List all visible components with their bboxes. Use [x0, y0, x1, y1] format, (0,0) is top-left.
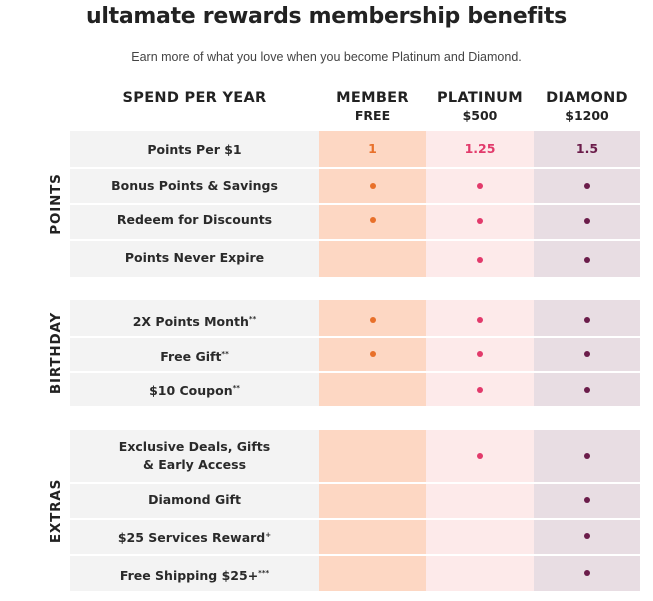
- member-column: [319, 430, 426, 591]
- benefit-label: $25 Services Reward+: [70, 526, 319, 547]
- section-extras: Exclusive Deals, Gifts & Early Access Di…: [70, 430, 640, 591]
- diamond-header-name: DIAMOND: [546, 90, 628, 106]
- benefit-label: Free Gift**: [70, 345, 319, 366]
- title-wrap: ultamate rewards membership benefits: [0, 4, 653, 29]
- row-divider: [70, 518, 640, 520]
- platinum-included-dot: [477, 351, 483, 357]
- benefit-label-text: Free Gift: [160, 349, 222, 365]
- diamond-included-dot: [584, 218, 590, 224]
- platinum-included-dot: [477, 218, 483, 224]
- row-divider: [70, 203, 640, 205]
- page-subtitle: Earn more of what you love when you beco…: [131, 50, 522, 64]
- row-divider: [70, 554, 640, 556]
- diamond-included-dot: [584, 351, 590, 357]
- benefit-label-text: $25 Services Reward: [117, 530, 266, 546]
- section-points-bg: [70, 131, 640, 277]
- platinum-header: PLATINUM $500: [426, 90, 534, 123]
- row-divider: [70, 167, 640, 169]
- benefit-label: Free Shipping $25+***: [70, 564, 319, 585]
- member-included-dot: [370, 317, 376, 323]
- platinum-included-dot: [477, 257, 483, 263]
- diamond-included-dot: [584, 257, 590, 263]
- member-header: MEMBER FREE: [319, 90, 426, 123]
- member-included-dot: [370, 183, 376, 189]
- diamond-header: DIAMOND $1200: [534, 90, 640, 123]
- platinum-included-dot: [477, 453, 483, 459]
- diamond-included-dot: [584, 317, 590, 323]
- section-birthday: 2X Points Month** Free Gift** $10 Coupon…: [70, 300, 640, 406]
- footnote-mark: ***: [258, 569, 270, 577]
- member-header-name: MEMBER: [336, 90, 409, 106]
- platinum-header-name: PLATINUM: [437, 90, 523, 106]
- benefit-label: 2X Points Month**: [70, 310, 319, 331]
- footnote-mark: **: [232, 384, 240, 392]
- benefit-label: Bonus Points & Savings: [111, 178, 278, 193]
- diamond-points-value: 1.5: [575, 141, 599, 156]
- benefit-label-line1: Exclusive Deals, Gifts: [118, 439, 271, 454]
- platinum-included-dot: [477, 183, 483, 189]
- benefit-label: $10 Coupon**: [70, 379, 319, 400]
- diamond-included-dot: [584, 183, 590, 189]
- section-extras-bg: [70, 430, 640, 591]
- benefit-label: Points Per $1: [147, 142, 242, 157]
- benefit-label: Points Never Expire: [124, 250, 265, 265]
- section-label-points: POINTS: [48, 173, 64, 235]
- footnote-mark: **: [221, 350, 229, 358]
- benefit-label-text: 2X Points Month: [132, 314, 249, 330]
- member-included-dot: [370, 351, 376, 357]
- label-column: [70, 300, 319, 406]
- footnote-mark: +: [265, 531, 272, 539]
- page-title-text: ultamate rewards membership benefits: [86, 4, 567, 29]
- section-label-extras: EXTRAS: [48, 478, 64, 544]
- row-divider: [70, 371, 640, 373]
- label-column: [70, 430, 319, 591]
- benefit-label-text: $10 Coupon: [149, 383, 233, 399]
- spend-header: SPEND PER YEAR: [70, 90, 319, 106]
- diamond-included-dot: [584, 387, 590, 393]
- row-divider: [70, 239, 640, 241]
- benefit-label: Diamond Gift: [148, 492, 241, 507]
- section-label-birthday: BIRTHDAY: [48, 311, 64, 395]
- benefit-label: Exclusive Deals, Gifts & Early Access: [70, 438, 319, 474]
- member-header-price: FREE: [354, 108, 391, 123]
- diamond-included-dot: [584, 570, 590, 576]
- diamond-included-dot: [584, 453, 590, 459]
- diamond-included-dot: [584, 533, 590, 539]
- page-title: ultamate rewards membership benefits: [82, 4, 571, 29]
- benefit-label: Redeem for Discounts: [116, 212, 273, 227]
- row-divider: [70, 482, 640, 484]
- platinum-header-price: $500: [462, 108, 498, 123]
- benefit-label-line2: & Early Access: [142, 457, 247, 472]
- platinum-included-dot: [477, 387, 483, 393]
- platinum-points-value: 1.25: [464, 141, 496, 156]
- member-included-dot: [370, 217, 376, 223]
- platinum-included-dot: [477, 317, 483, 323]
- row-divider: [70, 336, 640, 338]
- diamond-included-dot: [584, 497, 590, 503]
- member-points-value: 1: [368, 141, 377, 156]
- benefit-label-text: Free Shipping $25+: [119, 568, 259, 584]
- footnote-mark: **: [248, 315, 257, 323]
- section-points: Points Per $1 1 1.25 1.5 Bonus Points & …: [70, 131, 640, 277]
- spend-header-label: SPEND PER YEAR: [122, 90, 267, 106]
- diamond-header-price: $1200: [565, 108, 609, 123]
